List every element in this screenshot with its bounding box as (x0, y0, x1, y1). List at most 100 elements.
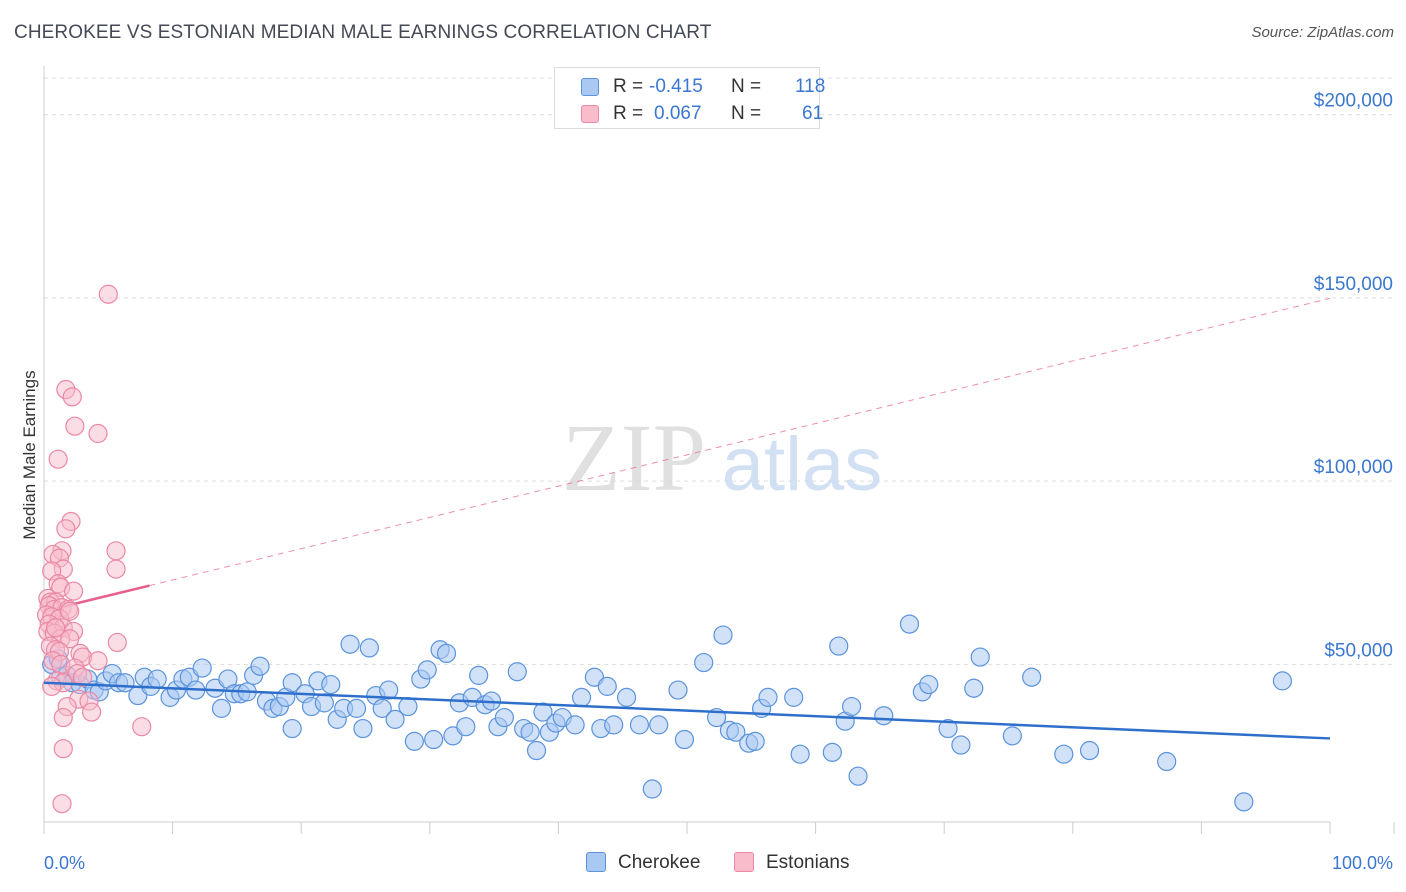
legend-r-value: 0.067 (654, 103, 702, 124)
legend-n-label: N = (731, 103, 762, 124)
y-tick-labels: $50,000 $100,000 $150,000 $200,000 (1314, 91, 1393, 662)
cherokee-point (726, 722, 746, 742)
cherokee-point (1234, 792, 1254, 812)
cherokee-point (758, 687, 778, 707)
cherokee-point (250, 656, 270, 676)
cherokee-point (147, 669, 167, 689)
cherokee-point (951, 735, 971, 755)
estonians-swatch (734, 852, 754, 872)
y-tick-label: $100,000 (1314, 457, 1393, 478)
estonians-point (45, 618, 66, 638)
cherokee-point (745, 731, 765, 751)
axes (43, 66, 1395, 834)
cherokee-point (842, 696, 862, 717)
cherokee-points (42, 614, 1293, 812)
legend-n-label: N = (731, 76, 762, 97)
cherokee-point (642, 779, 662, 799)
cherokee-point (1272, 671, 1293, 691)
x-tick-label: 100.0% (1332, 853, 1393, 873)
estonians-point (65, 416, 85, 436)
cherokee-point (385, 709, 405, 729)
cherokee-point (404, 731, 424, 751)
cherokee-point (359, 638, 379, 658)
cherokee-point (436, 643, 457, 664)
cherokee-point (938, 718, 958, 739)
cherokee-point (372, 698, 392, 718)
cherokee-point (822, 742, 842, 762)
y-tick-label: $150,000 (1314, 274, 1393, 295)
cherokee-point (456, 717, 476, 737)
cherokee-point (494, 707, 514, 728)
cherokee-point (417, 660, 437, 680)
cherokee-trend (43, 681, 1331, 740)
cherokee-point (507, 662, 527, 682)
cherokee-point (282, 718, 302, 739)
estonians-point (60, 601, 80, 621)
estonians-point (63, 581, 84, 601)
estonians-points (36, 284, 152, 814)
cherokee-point (321, 674, 341, 695)
cherokee-point (829, 636, 849, 656)
estonians-point (53, 707, 73, 728)
x-tick-labels: 0.0% 100.0% (44, 853, 1393, 873)
estonians-point (132, 717, 152, 737)
cherokee-point (526, 740, 547, 761)
bottom-legend-label: Estonians (766, 852, 850, 873)
cherokee-point (379, 680, 399, 700)
cherokee-point (694, 652, 714, 673)
estonians-point (81, 702, 102, 722)
cherokee-point (668, 680, 688, 700)
legend-n-value: 118 (795, 76, 826, 97)
cherokee-point (1054, 744, 1074, 764)
estonians-point (88, 651, 108, 671)
legend-r-label: R = (613, 76, 644, 97)
cherokee-point (340, 634, 360, 654)
cherokee-point (616, 687, 637, 707)
cherokee-point (597, 676, 617, 696)
cherokee-point (424, 729, 444, 750)
x-tick-label: 0.0% (44, 853, 85, 873)
cherokee-point (790, 744, 810, 764)
cherokee-point (604, 715, 624, 735)
estonians-point (60, 629, 80, 649)
estonians-point (106, 541, 126, 561)
cherokee-point (1002, 726, 1022, 746)
cherokee-point (874, 706, 894, 726)
cherokee-point (899, 614, 920, 634)
chart-title: CHEROKEE VS ESTONIAN MEDIAN MALE EARNING… (14, 22, 712, 43)
cherokee-point (848, 766, 868, 786)
estonians-point (42, 676, 62, 696)
legend-r-value: -0.415 (649, 76, 703, 97)
cherokee-point (565, 715, 585, 735)
estonians-point (52, 794, 72, 814)
watermark-zip: ZIP (562, 404, 706, 511)
source-label: Source: ZipAtlas.com (1251, 24, 1394, 41)
cherokee-point (282, 673, 302, 693)
cherokee-point (533, 702, 553, 722)
cherokee-point (629, 715, 650, 735)
cherokee-point (964, 678, 984, 698)
cherokee-point (520, 722, 540, 742)
estonians-trend (43, 297, 1331, 613)
cherokee-point (192, 658, 212, 678)
cherokee-point (314, 693, 334, 713)
estonians-point (53, 739, 73, 759)
cherokee-swatch (586, 852, 606, 872)
cherokee-point (713, 625, 733, 645)
estonians-trend-extension (149, 297, 1331, 587)
cherokee-point (784, 687, 804, 707)
cherokee-point (398, 696, 418, 717)
estonians-point (106, 559, 126, 579)
cherokee-point (674, 729, 695, 750)
y-tick-label: $200,000 (1314, 91, 1393, 112)
cherokee-point (469, 665, 489, 685)
estonians-point (62, 387, 82, 407)
estonians-swatch (581, 105, 599, 123)
cherokee-point (211, 698, 232, 718)
correlation-legend: R = -0.415 N = 118 R = 0.067 N = 61 (554, 67, 825, 129)
y-axis-title: Median Male Earnings (20, 370, 39, 539)
cherokee-swatch (581, 78, 599, 96)
cherokee-point (571, 687, 592, 707)
estonians-point (72, 667, 93, 687)
cherokee-point (346, 698, 367, 718)
